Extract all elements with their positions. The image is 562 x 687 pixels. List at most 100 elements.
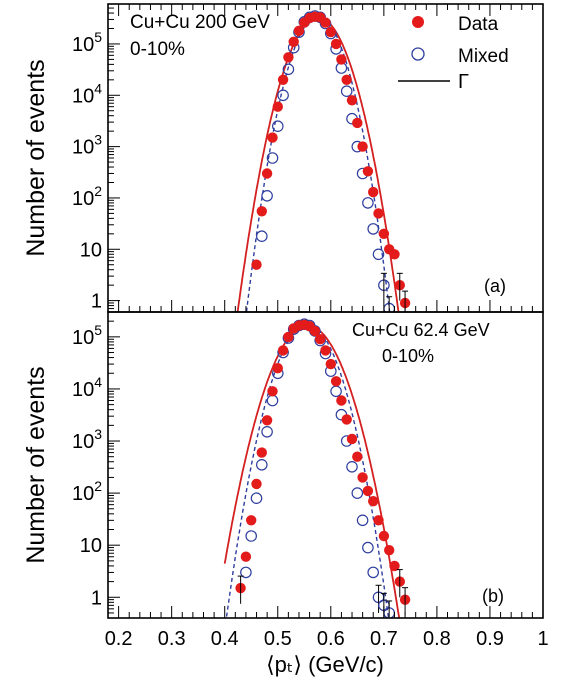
data-point <box>315 334 326 345</box>
panel-a-centrality-label: 0-10% <box>130 39 185 60</box>
data-point <box>240 551 252 562</box>
data-point <box>352 451 363 462</box>
mixed-point <box>261 190 273 202</box>
data-point <box>288 36 299 47</box>
data-point <box>272 101 283 112</box>
y-tick-label: 104 <box>72 80 102 107</box>
mixed-point <box>351 487 364 499</box>
mixed-point <box>240 566 252 579</box>
x-tick-label: 0.6 <box>317 628 345 650</box>
y-tick-label: 10 <box>80 239 102 261</box>
y-tick-label: 105 <box>72 29 102 56</box>
data-point <box>267 132 278 143</box>
data-point <box>256 206 267 217</box>
fit-curve-gamma <box>223 324 401 618</box>
mixed-point <box>367 566 379 579</box>
panel-b-y-ticks: 1 10 102 103 104 105 <box>72 311 120 619</box>
panel-a-system-label: Cu+Cu 200 GeV <box>130 12 270 33</box>
data-point <box>256 447 267 458</box>
x-tick-label: 0.4 <box>211 628 239 650</box>
data-point <box>330 38 342 50</box>
x-tick-label: 0.2 <box>105 628 133 650</box>
mixed-point <box>266 152 279 164</box>
data-point <box>320 17 331 28</box>
x-tick-label: 0.8 <box>423 628 451 650</box>
x-tick-label: 0.5 <box>264 628 292 650</box>
data-point <box>368 496 379 507</box>
legend-gamma-label: Γ <box>458 71 469 93</box>
y-tick-label: 104 <box>72 374 102 401</box>
mixed-point <box>255 458 268 471</box>
y-tick-label: 103 <box>72 426 102 453</box>
data-point <box>277 74 289 86</box>
data-point <box>267 386 278 397</box>
panel-a-y-ticks: 1 10 102 103 104 105 <box>72 3 544 313</box>
y-tick-label: 105 <box>72 322 102 349</box>
data-point <box>283 52 294 63</box>
data-point <box>325 26 336 38</box>
data-point <box>362 166 374 177</box>
mixed-point <box>271 120 284 132</box>
data-point <box>277 345 289 356</box>
data-point <box>357 141 368 152</box>
data-point <box>389 249 400 260</box>
legend: Data Mixed Γ <box>398 14 509 93</box>
fit-curve-gamma <box>236 16 400 312</box>
mixed-point <box>362 541 374 554</box>
mixed-point <box>250 492 263 504</box>
mixed-point <box>340 85 353 97</box>
data-point <box>384 545 395 556</box>
x-tick-label: 0.7 <box>370 628 398 650</box>
mixed-point <box>346 460 358 473</box>
mixed-point <box>261 425 273 438</box>
data-point <box>283 331 294 343</box>
panel-b-system-label: Cu+Cu 62.4 GeV <box>352 320 490 340</box>
panel-b-marks <box>223 318 411 618</box>
y-tick-label: 102 <box>72 183 102 210</box>
legend-mixed-marker <box>411 47 425 61</box>
data-point <box>389 560 400 572</box>
data-point <box>309 325 321 337</box>
data-point <box>261 168 273 179</box>
panel-b-frame <box>107 311 544 619</box>
x-tick-label: 1 <box>537 628 548 650</box>
panel-b-x-ticks: 0.2 0.3 0.4 0.5 0.6 0.7 0.8 0.9 1 <box>105 606 549 650</box>
data-point <box>330 376 342 387</box>
data-point <box>346 95 358 106</box>
data-point <box>251 478 262 490</box>
legend-data-marker <box>412 16 424 28</box>
panel-a-ylabel: Number of events <box>22 59 50 256</box>
panel-b-ylabel: Number of events <box>22 366 50 563</box>
x-tick-label: 0.3 <box>158 628 186 650</box>
data-point <box>346 433 358 445</box>
mixed-point <box>372 248 385 261</box>
data-point <box>325 358 336 370</box>
data-point <box>357 472 368 483</box>
data-point <box>341 74 352 86</box>
data-point <box>320 345 331 356</box>
data-point <box>336 54 347 65</box>
mixed-point <box>330 385 342 398</box>
panel-a-marks <box>236 10 411 312</box>
data-point <box>373 208 384 219</box>
panel-a: 1 10 102 103 104 105 Number of events Cu+Cu 2… <box>22 3 544 313</box>
data-point <box>341 414 352 425</box>
x-axis-label: ⟨pₜ⟩ (GeV/c) <box>266 652 384 677</box>
x-tick-label: 0.9 <box>476 628 504 650</box>
data-point <box>246 515 257 526</box>
y-tick-label: 103 <box>72 132 102 159</box>
mixed-point <box>367 223 379 235</box>
panel-b: 1 10 102 103 104 105 0.2 0.3 0.4 0.5 0.6 0.7 0.8 0.9… <box>22 311 549 677</box>
data-point <box>378 228 390 239</box>
panel-b-label: (b) <box>482 586 504 606</box>
data-point <box>261 415 273 426</box>
data-point <box>251 259 262 270</box>
legend-mixed-label: Mixed <box>458 46 509 67</box>
legend-data-label: Data <box>458 14 499 35</box>
mixed-point <box>277 89 289 102</box>
mixed-point <box>255 230 268 242</box>
data-point <box>272 363 283 374</box>
data-point <box>336 395 347 406</box>
data-point <box>373 515 384 526</box>
